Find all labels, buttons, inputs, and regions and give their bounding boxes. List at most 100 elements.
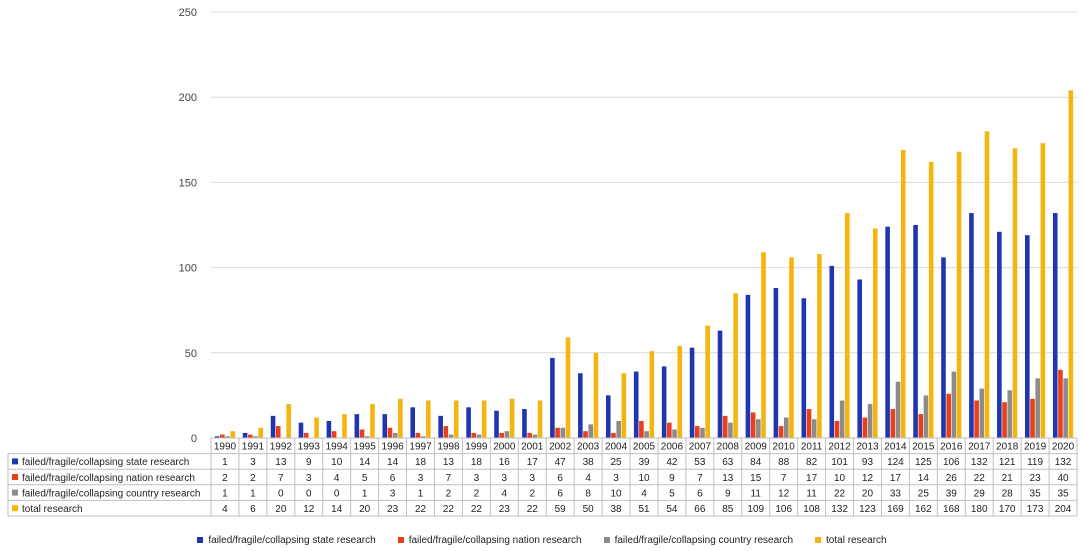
table-cell: 22	[415, 504, 427, 515]
bar	[242, 432, 248, 438]
bar	[476, 434, 482, 438]
bar	[593, 352, 599, 438]
bar	[550, 357, 555, 438]
bar	[258, 427, 264, 438]
table-legend-key	[12, 489, 18, 496]
table-cell: 7	[278, 473, 284, 484]
bar	[605, 395, 611, 438]
x-tick-label: 2003	[577, 442, 600, 453]
bar	[420, 436, 426, 438]
table-cell: 9	[669, 473, 675, 484]
bar	[974, 400, 979, 438]
table-cell: 4	[334, 473, 340, 484]
x-tick-label: 1998	[437, 442, 460, 453]
table-cell: 109	[747, 504, 764, 515]
bar	[509, 398, 515, 438]
legend-label: failed/fragile/collapsing nation researc…	[408, 534, 582, 546]
bar	[862, 417, 868, 438]
bar	[900, 150, 906, 439]
x-tick-label: 1992	[270, 442, 293, 453]
bar	[750, 412, 756, 438]
table-cell: 22	[443, 504, 455, 515]
table-cell: 39	[638, 457, 650, 468]
bar	[913, 225, 918, 438]
x-tick-label: 2013	[856, 442, 879, 453]
bar	[1052, 213, 1058, 438]
table-cell: 9	[306, 457, 312, 468]
y-tick-label: 100	[179, 263, 197, 275]
bar	[717, 330, 723, 438]
table-cell: 180	[971, 504, 988, 515]
bar	[984, 131, 990, 438]
table-row-label: failed/fragile/collapsing state research	[22, 457, 189, 468]
bar	[1068, 90, 1074, 438]
table-cell: 10	[611, 488, 623, 499]
bar	[220, 434, 225, 438]
bar	[839, 400, 845, 438]
bar	[537, 400, 543, 438]
table-cell: 1	[222, 457, 228, 468]
legend-item: failed/fragile/collapsing country resear…	[603, 532, 793, 548]
table-cell: 28	[1002, 488, 1014, 499]
bar	[314, 417, 319, 438]
table-cell: 22	[471, 504, 483, 515]
table-row-label: total research	[22, 504, 83, 515]
bar	[286, 403, 291, 438]
table-cell: 20	[862, 488, 874, 499]
table-cell: 132	[971, 457, 988, 468]
bar	[677, 345, 683, 438]
legend-item: failed/fragile/collapsing nation researc…	[397, 532, 582, 548]
table-cell: 6	[557, 488, 563, 499]
table-cell: 1	[418, 488, 424, 499]
bar	[588, 424, 594, 438]
table-cell: 204	[1055, 504, 1072, 515]
table-cell: 3	[418, 473, 424, 484]
table-cell: 17	[806, 473, 818, 484]
table-cell: 2	[222, 473, 228, 484]
table-row-label: failed/fragile/collapsing nation researc…	[22, 473, 195, 484]
table-cell: 173	[1027, 504, 1044, 515]
bar	[354, 414, 360, 438]
table-cell: 3	[250, 457, 256, 468]
x-tick-label: 2015	[912, 442, 935, 453]
bar	[834, 420, 840, 438]
table-cell: 162	[915, 504, 932, 515]
table-cell: 47	[555, 457, 567, 468]
table-cell: 14	[918, 473, 930, 484]
bar	[248, 434, 253, 438]
bar	[661, 366, 667, 438]
table-cell: 14	[387, 457, 399, 468]
bar	[1002, 402, 1007, 438]
table-cell: 4	[585, 473, 591, 484]
table-cell: 22	[834, 488, 846, 499]
bar	[801, 298, 807, 438]
y-tick-label: 150	[179, 177, 197, 189]
bar	[872, 228, 878, 438]
table-legend-key	[12, 458, 18, 465]
bar	[845, 213, 850, 438]
bar	[331, 431, 337, 438]
bar	[1040, 143, 1046, 438]
bar	[426, 400, 431, 438]
table-cell: 59	[555, 504, 567, 515]
bar	[560, 427, 566, 438]
table-cell: 3	[306, 473, 312, 484]
table-cell: 169	[887, 504, 904, 515]
table-cell: 3	[529, 473, 535, 484]
table-cell: 2	[250, 473, 256, 484]
table-cell: 3	[474, 473, 480, 484]
y-tick-label: 50	[185, 348, 197, 360]
table-cell: 6	[390, 473, 396, 484]
x-tick-label: 2007	[689, 442, 712, 453]
bar	[214, 436, 220, 438]
bar	[225, 436, 230, 438]
x-tick-label: 1996	[381, 442, 404, 453]
x-tick-label: 2005	[633, 442, 656, 453]
x-tick-label: 1993	[298, 442, 321, 453]
bar	[1012, 148, 1018, 438]
table-cell: 119	[1027, 457, 1043, 468]
bar	[761, 252, 766, 438]
bar	[410, 407, 416, 438]
table-cell: 50	[583, 504, 595, 515]
table-cell: 35	[1057, 488, 1069, 499]
